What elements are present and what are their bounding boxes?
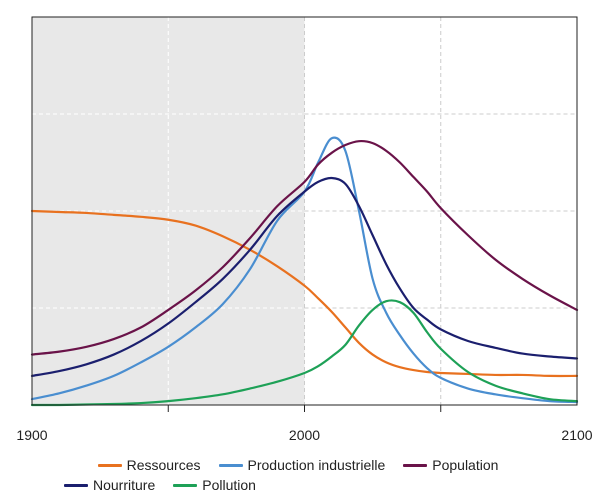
legend-label-production: Production industrielle — [247, 457, 386, 473]
series-line-nourriture — [30, 176, 579, 377]
legend-swatch-ressources — [97, 463, 122, 467]
legend-item-nourriture: Nourriture — [64, 477, 155, 493]
legend-swatch-nourriture — [64, 483, 88, 487]
series-line-population — [30, 139, 579, 356]
legend-label-pollution: Pollution — [202, 477, 256, 493]
chart: 1900 2000 2100 — [16, 16, 593, 443]
series-line-ressources — [30, 209, 579, 378]
legend-row-2: Nourriture Pollution — [0, 475, 596, 495]
series-line-production-industrielle — [30, 136, 579, 404]
x-tick-label: 1900 — [16, 427, 47, 443]
x-tick-label: 2100 — [561, 427, 592, 443]
legend-item-ressources: Ressources — [97, 457, 201, 473]
legend-item-production: Production industrielle — [218, 457, 386, 473]
legend-row-1: Ressources Production industrielle Popul… — [0, 455, 596, 475]
legend-swatch-pollution — [173, 483, 198, 487]
x-tick-label: 2000 — [289, 427, 320, 443]
legend-swatch-population — [403, 463, 428, 467]
series-line-pollution — [30, 299, 579, 407]
legend-label-nourriture: Nourriture — [93, 477, 156, 493]
legend-swatch-production — [218, 463, 243, 467]
legend-item-population: Population — [403, 457, 498, 473]
legend-item-pollution: Pollution — [173, 477, 256, 493]
legend: Ressources Production industrielle Popul… — [0, 455, 596, 495]
legend-label-ressources: Ressources — [126, 457, 201, 473]
legend-label-population: Population — [432, 457, 499, 473]
